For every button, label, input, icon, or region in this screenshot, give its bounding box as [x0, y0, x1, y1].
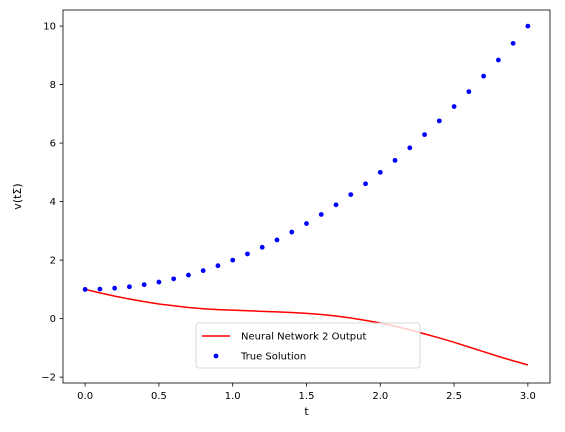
series-point [495, 57, 501, 63]
legend-box [195, 322, 421, 369]
x-tick-label: 2.5 [446, 391, 462, 402]
series-point [333, 202, 339, 208]
series-point [510, 40, 516, 46]
series-point [171, 276, 177, 282]
series-point [289, 229, 295, 235]
series-point [348, 192, 354, 198]
series-point [245, 251, 250, 257]
plot-area [82, 23, 531, 366]
series-point [97, 286, 103, 292]
legend-label: True Solution [240, 352, 306, 363]
series-point [274, 237, 280, 243]
series-point [407, 145, 413, 151]
series-point [422, 132, 427, 138]
axis-ticks: 0.0 0.5 1.0 1.5 2.0 2.5 3.0 −2 0 2 4 6 8 10 [41, 22, 536, 402]
series-point [436, 118, 442, 124]
series-point [156, 279, 162, 285]
legend: Neural Network 2 Output True Solution [195, 322, 421, 369]
series-point [392, 157, 398, 163]
x-tick-label: 1.5 [299, 391, 315, 402]
y-tick-label: 10 [43, 22, 56, 33]
x-axis-label: t [304, 405, 309, 418]
x-tick-label: 1.0 [225, 391, 241, 402]
series-point [259, 244, 265, 250]
series-point [377, 169, 383, 175]
series-point [451, 104, 457, 109]
series-point [466, 89, 472, 95]
series-point [481, 73, 486, 79]
series-point [318, 212, 324, 217]
x-tick-label: 0.0 [77, 391, 93, 402]
series-point [127, 284, 132, 290]
series-line-0 [84, 288, 529, 366]
y-tick-label: −2 [41, 373, 56, 384]
x-tick-label: 0.5 [151, 391, 167, 402]
series-point [82, 286, 88, 292]
y-tick-label: 0 [50, 314, 56, 325]
y-tick-label: 4 [50, 197, 56, 208]
y-tick-label: 2 [50, 256, 56, 267]
series-point [230, 257, 236, 263]
series-point [186, 272, 191, 278]
legend-point-swatch [213, 353, 219, 359]
series-point [200, 268, 206, 274]
series-point [304, 221, 309, 226]
legend-label: Neural Network 2 Output [241, 332, 366, 343]
x-tick-label: 3.0 [520, 391, 536, 402]
series-point [112, 285, 118, 291]
x-tick-label: 2.0 [372, 391, 388, 402]
series-point [363, 181, 368, 187]
y-tick-label: 8 [50, 80, 56, 91]
series-point [141, 282, 147, 288]
series-point [525, 23, 531, 29]
legend-entries: Neural Network 2 Output True Solution [202, 332, 366, 363]
y-tick-label: 6 [50, 139, 56, 150]
series-point [215, 263, 221, 269]
y-axis-label: v(tΣ) [11, 183, 24, 209]
